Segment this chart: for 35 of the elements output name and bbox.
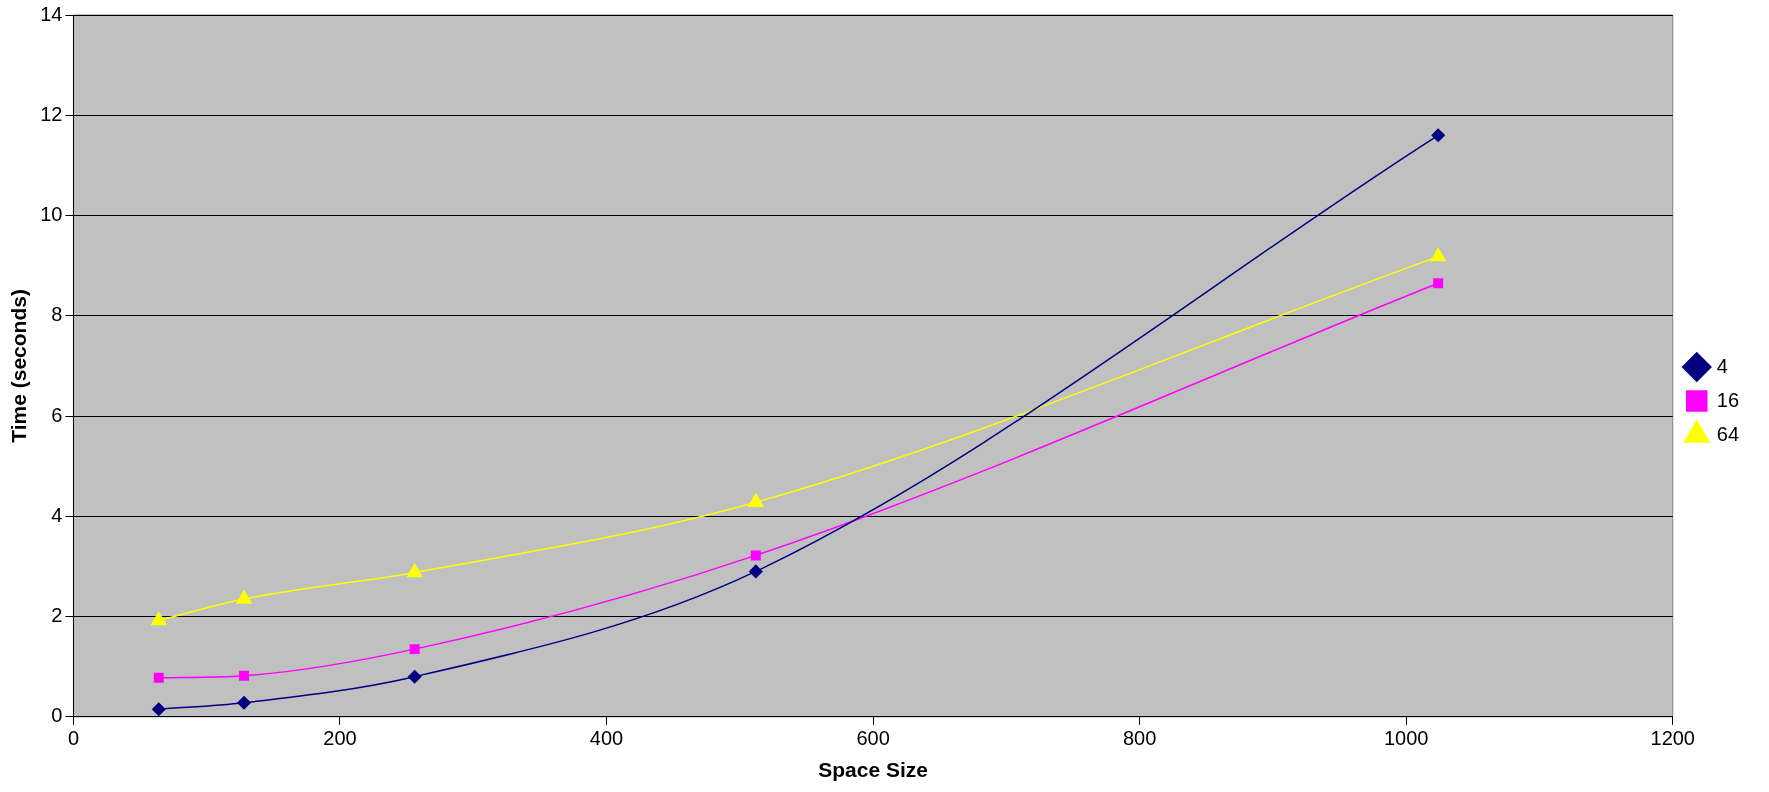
x-axis-title: Space Size [818, 758, 928, 782]
y-tick-label: 8 [51, 303, 63, 326]
point [406, 563, 423, 578]
y-tick-label: 14 [40, 2, 63, 25]
x-tick-label: 600 [856, 727, 890, 750]
point [153, 672, 164, 683]
point [237, 696, 251, 710]
point [749, 564, 763, 579]
x-tick-label: 800 [1122, 727, 1157, 750]
x-tick-label: 400 [589, 727, 624, 750]
point [1431, 128, 1445, 143]
point [748, 493, 764, 507]
legend-label: 16 [1716, 388, 1739, 411]
y-tick-label: 2 [51, 604, 63, 627]
y-axis-title: Time (seconds) [7, 289, 31, 443]
y-tick-label: 6 [51, 403, 63, 426]
point [1433, 278, 1444, 289]
y-tick-label: 0 [51, 704, 63, 727]
point [239, 670, 250, 681]
point [151, 702, 166, 717]
legend-label: 64 [1716, 422, 1739, 445]
legend-label: 4 [1716, 354, 1728, 377]
point [407, 669, 422, 684]
y-tick-label: 10 [40, 203, 63, 226]
x-tick-label: 0 [67, 727, 80, 750]
y-tick-label: 12 [40, 102, 63, 125]
point [236, 590, 252, 604]
x-tick-label: 1200 [1650, 727, 1695, 750]
point [409, 644, 420, 655]
point [750, 550, 761, 561]
point [1430, 247, 1446, 262]
x-tick-label: 200 [323, 727, 357, 750]
x-tick-label: 1000 [1383, 727, 1429, 750]
point [151, 611, 167, 626]
y-tick-label: 4 [51, 503, 63, 526]
